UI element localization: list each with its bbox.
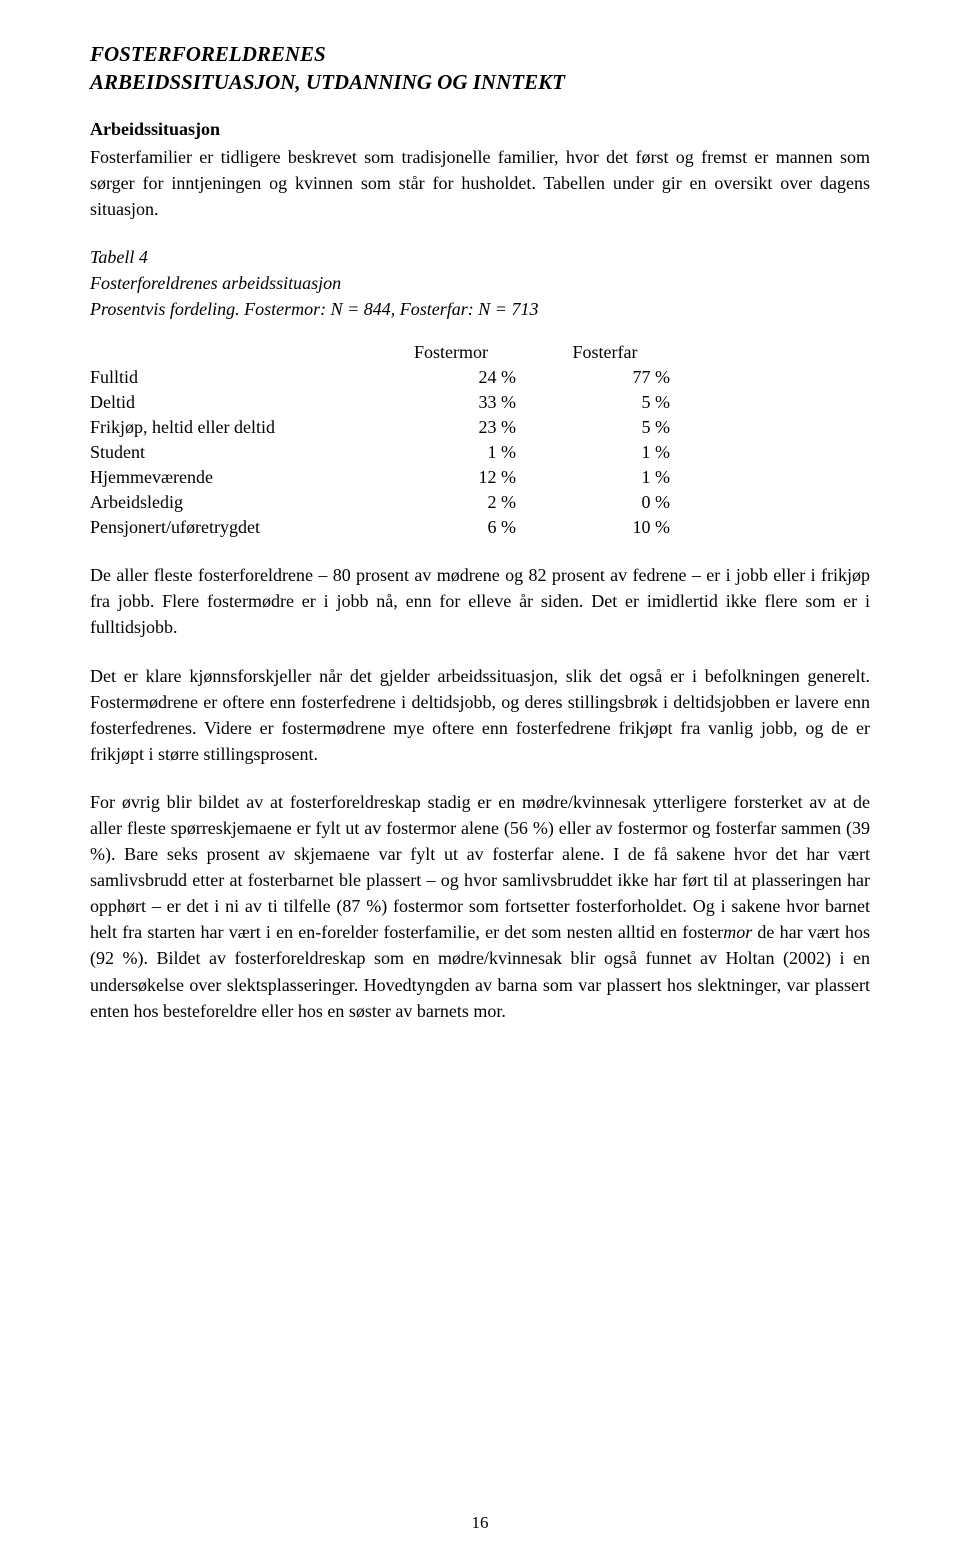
table-row: Fulltid 24 % 77 % xyxy=(90,365,682,390)
row-fostermor: 12 % xyxy=(374,465,528,490)
document-page: FOSTERFORELDRENES ARBEIDSSITUASJON, UTDA… xyxy=(0,0,960,1553)
row-fostermor: 1 % xyxy=(374,440,528,465)
table-row: Hjemmeværende 12 % 1 % xyxy=(90,465,682,490)
row-fosterfar: 5 % xyxy=(528,415,682,440)
body-paragraph-2: Det er klare kjønnsforskjeller når det g… xyxy=(90,663,870,767)
section-heading: Arbeidssituasjon xyxy=(90,119,870,140)
row-fostermor: 23 % xyxy=(374,415,528,440)
row-fostermor: 33 % xyxy=(374,390,528,415)
row-label: Student xyxy=(90,440,374,465)
body-paragraph-3: For øvrig blir bildet av at fosterforeld… xyxy=(90,789,870,1024)
row-label: Pensjonert/uføretrygdet xyxy=(90,515,374,540)
page-title: FOSTERFORELDRENES ARBEIDSSITUASJON, UTDA… xyxy=(90,40,870,97)
intro-paragraph: Fosterfamilier er tidligere beskrevet so… xyxy=(90,144,870,222)
row-label: Arbeidsledig xyxy=(90,490,374,515)
title-line-1: FOSTERFORELDRENES xyxy=(90,42,326,66)
table-caption: Tabell 4 Fosterforeldrenes arbeidssituas… xyxy=(90,244,870,322)
table-header-row: Fostermor Fosterfar xyxy=(90,340,682,365)
row-fosterfar: 77 % xyxy=(528,365,682,390)
row-label: Deltid xyxy=(90,390,374,415)
row-fostermor: 2 % xyxy=(374,490,528,515)
caption-line-3: Prosentvis fordeling. Fostermor: N = 844… xyxy=(90,299,538,319)
para3-part1: For øvrig blir bildet av at fosterforeld… xyxy=(90,792,870,942)
row-fosterfar: 0 % xyxy=(528,490,682,515)
title-line-2: ARBEIDSSITUASJON, UTDANNING OG INNTEKT xyxy=(90,70,565,94)
row-fosterfar: 10 % xyxy=(528,515,682,540)
table-row: Pensjonert/uføretrygdet 6 % 10 % xyxy=(90,515,682,540)
row-label: Frikjøp, heltid eller deltid xyxy=(90,415,374,440)
col-fostermor: Fostermor xyxy=(374,340,528,365)
row-label: Hjemmeværende xyxy=(90,465,374,490)
table-row: Deltid 33 % 5 % xyxy=(90,390,682,415)
row-fosterfar: 1 % xyxy=(528,440,682,465)
col-fosterfar: Fosterfar xyxy=(528,340,682,365)
row-fosterfar: 5 % xyxy=(528,390,682,415)
body-paragraph-1: De aller fleste fosterforeldrene – 80 pr… xyxy=(90,562,870,640)
row-label: Fulltid xyxy=(90,365,374,390)
page-number: 16 xyxy=(0,1513,960,1533)
table-row: Arbeidsledig 2 % 0 % xyxy=(90,490,682,515)
row-fostermor: 6 % xyxy=(374,515,528,540)
row-fosterfar: 1 % xyxy=(528,465,682,490)
table-row: Frikjøp, heltid eller deltid 23 % 5 % xyxy=(90,415,682,440)
table-row: Student 1 % 1 % xyxy=(90,440,682,465)
arbeidssituasjon-table: Fostermor Fosterfar Fulltid 24 % 77 % De… xyxy=(90,340,682,540)
para3-italic: mor xyxy=(723,922,752,942)
row-fostermor: 24 % xyxy=(374,365,528,390)
caption-line-2: Fosterforeldrenes arbeidssituasjon xyxy=(90,273,341,293)
caption-line-1: Tabell 4 xyxy=(90,247,148,267)
